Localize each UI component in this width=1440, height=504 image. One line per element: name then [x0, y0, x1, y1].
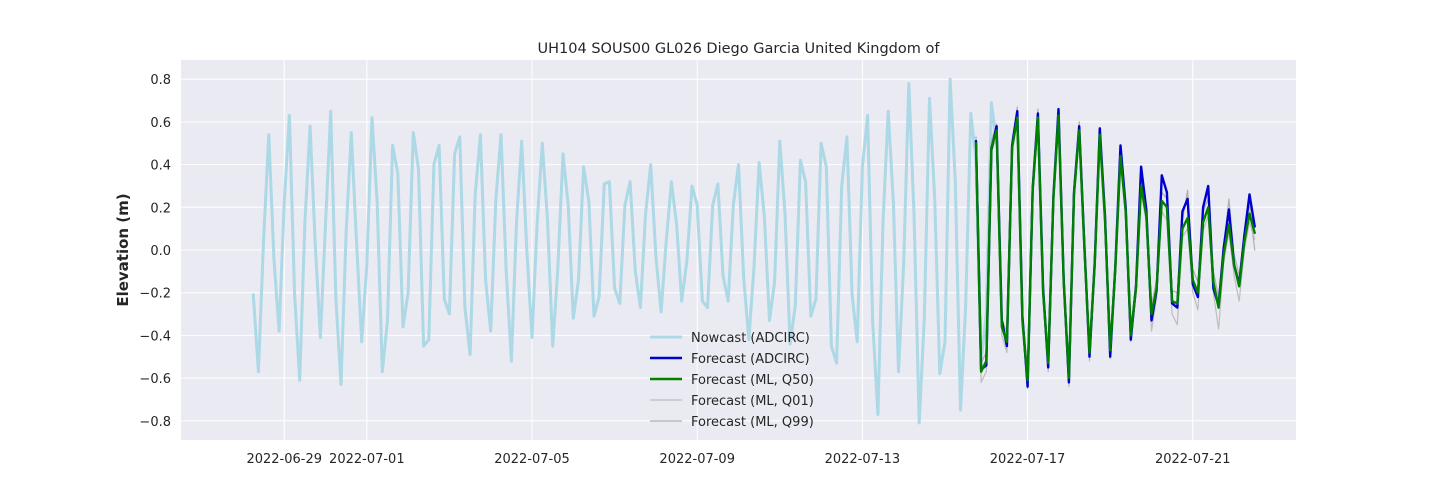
y-tick-label: −0.6	[139, 372, 171, 387]
x-tick-label: 2022-07-01	[329, 452, 405, 467]
x-tick-label: 2022-06-29	[246, 452, 322, 467]
y-tick-label: −0.4	[139, 329, 171, 344]
x-tick-label: 2022-07-17	[990, 452, 1066, 467]
y-tick-label: 0.0	[150, 244, 171, 259]
series-line-2	[974, 114, 1256, 382]
legend-label: Nowcast (ADCIRC)	[691, 331, 810, 346]
x-tick-label: 2022-07-05	[494, 452, 570, 467]
series-line-0	[251, 77, 999, 425]
y-axis-ticks: −0.8 −0.6 −0.4 −0.2 0.0 0.2 0.4 0.6 0.8	[139, 73, 171, 430]
y-tick-label: −0.8	[139, 415, 171, 430]
legend-label: Forecast (ML, Q01)	[691, 394, 814, 409]
legend-label: Forecast (ML, Q99)	[691, 415, 814, 430]
legend-label: Forecast (ML, Q50)	[691, 373, 814, 388]
legend: Nowcast (ADCIRC) Forecast (ADCIRC) Forecas…	[650, 331, 814, 430]
x-tick-label: 2022-07-21	[1155, 452, 1231, 467]
y-tick-label: 0.2	[150, 201, 171, 216]
x-tick-label: 2022-07-09	[659, 452, 735, 467]
y-axis-label: Elevation (m)	[114, 193, 132, 306]
series-lines	[251, 77, 1256, 425]
x-tick-label: 2022-07-13	[825, 452, 901, 467]
chart-title: UH104 SOUS00 GL026 Diego Garcia United K…	[538, 41, 941, 57]
x-axis-ticks: 2022-06-29 2022-07-01 2022-07-05 2022-07-09…	[246, 452, 1230, 467]
y-tick-label: −0.2	[139, 287, 171, 302]
legend-label: Forecast (ADCIRC)	[691, 352, 810, 367]
y-tick-label: 0.6	[150, 116, 171, 131]
y-tick-label: 0.8	[150, 73, 171, 88]
y-tick-label: 0.4	[150, 159, 171, 174]
